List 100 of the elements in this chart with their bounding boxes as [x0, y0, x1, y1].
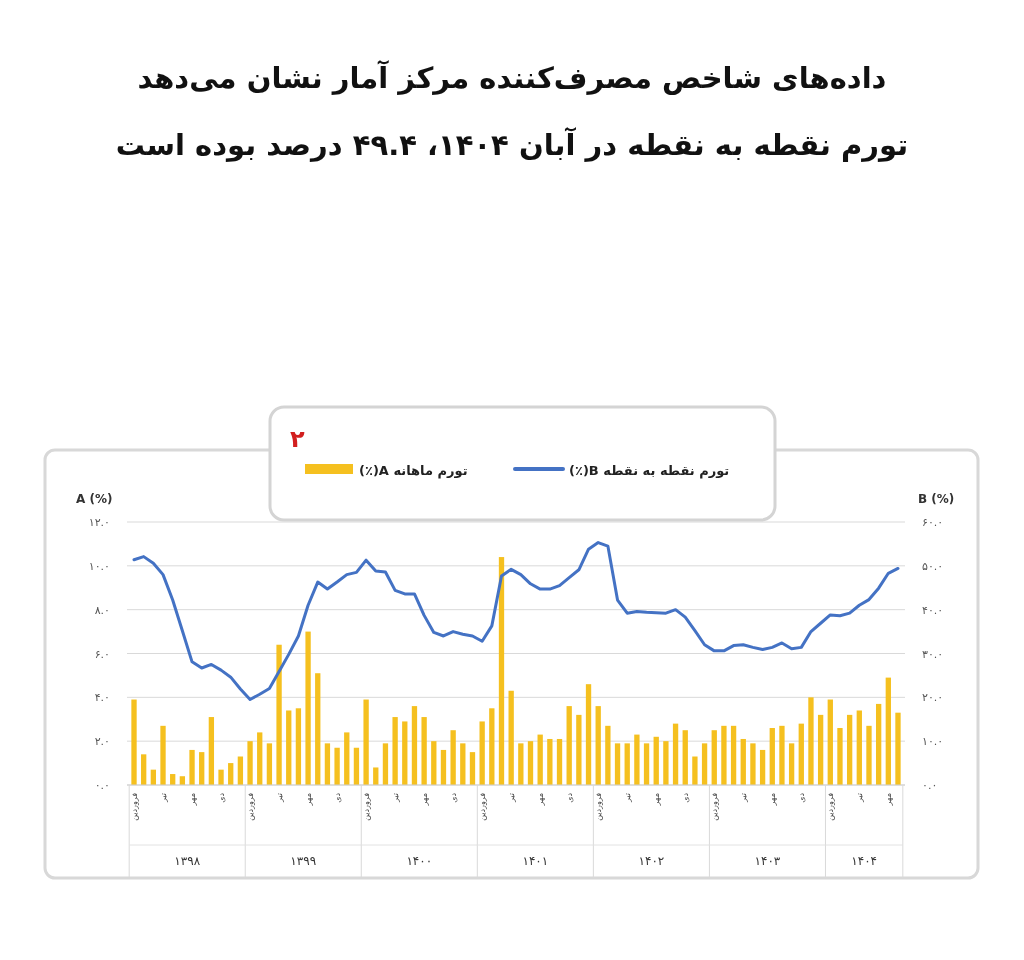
x-tick-label: تیر	[855, 793, 865, 804]
bar	[866, 725, 872, 785]
bar	[440, 749, 447, 785]
bar	[895, 712, 901, 785]
bar	[324, 743, 331, 785]
bar	[498, 557, 505, 785]
line-series	[132, 541, 900, 702]
text: ۱۴۰۱	[522, 854, 549, 868]
bar	[450, 730, 456, 785]
bar	[228, 763, 234, 785]
bar	[527, 741, 534, 785]
bar	[305, 631, 311, 785]
bar	[624, 743, 630, 785]
bar	[556, 738, 563, 785]
bar	[131, 699, 137, 785]
text: ۱۴۰۰	[406, 854, 433, 868]
bar	[653, 736, 659, 785]
x-tick-label: تیر	[623, 793, 633, 804]
bar	[547, 738, 553, 785]
bar	[208, 717, 215, 785]
bar	[479, 721, 485, 785]
x-tick-label: مهر	[420, 793, 430, 807]
x-tick-label: مهر	[536, 793, 546, 807]
bar	[266, 743, 273, 785]
y2-axis-title: B (%)	[918, 492, 955, 506]
text: ۱۴۰۳	[754, 854, 781, 868]
bar	[846, 714, 853, 785]
bar	[701, 743, 708, 785]
y2-tick-label: ۵۰.۰	[922, 559, 944, 573]
bar	[469, 752, 476, 785]
x-tick-label: دی	[217, 792, 227, 803]
bar	[779, 725, 785, 785]
y-tick-label: ۱۰.۰	[88, 559, 110, 573]
x-tick-label: فروردین	[246, 792, 256, 821]
y-tick-label: ۱۲.۰	[88, 516, 110, 529]
bar	[769, 728, 775, 785]
x-tick-label: دی	[681, 792, 691, 803]
bar	[663, 741, 669, 785]
y2-tick-label: ۰.۰	[922, 779, 938, 792]
legend-label: تورم نقطه به نقطه B(٪)	[569, 463, 730, 479]
bar	[257, 732, 263, 785]
bar	[295, 708, 302, 785]
y2-tick-label: ۱۰.۰	[922, 735, 944, 749]
bar	[576, 714, 582, 785]
bar	[692, 756, 698, 785]
bar	[218, 769, 224, 785]
bar	[614, 743, 621, 785]
y-tick-label: ۴.۰	[94, 691, 110, 705]
x-tick-label: تیر	[159, 793, 169, 804]
bar	[189, 749, 195, 785]
x-tick-label: تیر	[739, 793, 749, 804]
bar	[817, 714, 824, 785]
chart-title: داده‌های شاخص مصرف‌کننده مرکز آمار نشان می‌دهد	[137, 60, 887, 95]
x-tick-label: مهر	[884, 793, 894, 807]
bar	[160, 725, 166, 785]
bar	[402, 721, 408, 785]
y2-tick-label: ۴۰.۰	[922, 603, 944, 617]
x-tick-label: دی	[565, 792, 575, 803]
bar	[740, 738, 746, 785]
bar	[315, 673, 321, 785]
x-tick-label: مهر	[652, 793, 662, 807]
y2-tick-label: ۲۰.۰	[922, 691, 944, 705]
bar	[199, 752, 205, 785]
bar	[286, 710, 292, 785]
bar	[141, 754, 147, 785]
bar	[827, 699, 833, 785]
y-axis-title: A (%)	[76, 492, 113, 506]
bar	[643, 743, 650, 785]
bar	[672, 723, 679, 785]
x-tick-label: فروردین	[130, 792, 140, 821]
x-tick-label: دی	[449, 792, 459, 803]
bar	[373, 767, 379, 785]
bar	[750, 743, 756, 785]
x-tick-label: فروردین	[826, 792, 836, 821]
bar	[566, 706, 572, 785]
bar	[595, 706, 601, 785]
bar	[721, 725, 727, 785]
y2-tick-label: ۶۰.۰	[922, 516, 944, 529]
bar	[411, 706, 418, 785]
bar	[788, 743, 795, 785]
x-tick-label: فروردین	[710, 792, 720, 821]
text: ۱۴۰۲	[638, 854, 665, 868]
bar	[711, 730, 717, 785]
x-tick-label: مهر	[188, 793, 198, 807]
x-tick-label: تیر	[507, 793, 517, 804]
y-tick-label: ۶.۰	[94, 647, 110, 661]
x-tick-label: تیر	[391, 793, 401, 804]
bar	[759, 749, 766, 785]
bar	[334, 747, 340, 785]
y-tick-label: ۸.۰	[94, 603, 110, 617]
bar	[508, 690, 514, 785]
y-tick-label: ۰.۰	[94, 779, 110, 792]
x-tick-label: دی	[333, 792, 343, 803]
text: ۱۳۹۹	[290, 854, 317, 868]
bar	[537, 734, 543, 785]
bar	[808, 697, 814, 785]
bar	[392, 717, 398, 785]
bar	[682, 730, 688, 785]
bar	[421, 717, 427, 785]
text: ۱۳۹۸	[174, 854, 201, 868]
